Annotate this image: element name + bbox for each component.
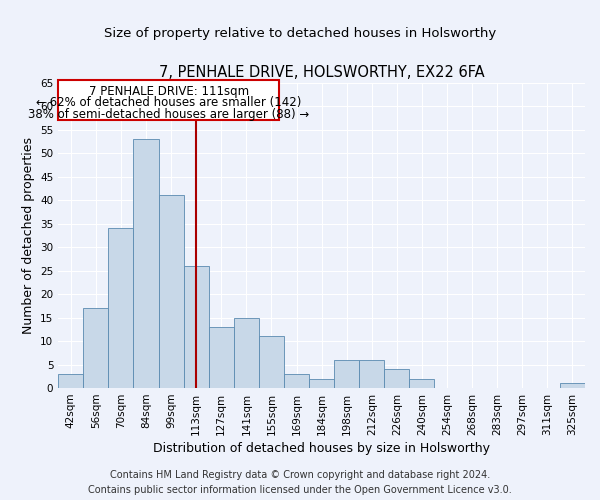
Bar bbox=[158, 196, 184, 388]
X-axis label: Distribution of detached houses by size in Holsworthy: Distribution of detached houses by size … bbox=[153, 442, 490, 455]
Bar bbox=[334, 360, 359, 388]
Bar bbox=[234, 318, 259, 388]
Title: 7, PENHALE DRIVE, HOLSWORTHY, EX22 6FA: 7, PENHALE DRIVE, HOLSWORTHY, EX22 6FA bbox=[159, 65, 484, 80]
Bar bbox=[58, 80, 279, 120]
Bar bbox=[385, 370, 409, 388]
Bar bbox=[133, 139, 158, 388]
Bar bbox=[184, 266, 209, 388]
Bar bbox=[309, 378, 334, 388]
Text: Contains HM Land Registry data © Crown copyright and database right 2024.
Contai: Contains HM Land Registry data © Crown c… bbox=[88, 470, 512, 495]
Bar bbox=[560, 384, 585, 388]
Bar bbox=[58, 374, 83, 388]
Bar bbox=[109, 228, 133, 388]
Bar bbox=[359, 360, 385, 388]
Bar bbox=[83, 308, 109, 388]
Text: 7 PENHALE DRIVE: 111sqm: 7 PENHALE DRIVE: 111sqm bbox=[89, 85, 248, 98]
Bar bbox=[284, 374, 309, 388]
Text: Size of property relative to detached houses in Holsworthy: Size of property relative to detached ho… bbox=[104, 28, 496, 40]
Bar bbox=[409, 378, 434, 388]
Text: ← 62% of detached houses are smaller (142): ← 62% of detached houses are smaller (14… bbox=[36, 96, 301, 108]
Bar bbox=[209, 327, 234, 388]
Text: 38% of semi-detached houses are larger (88) →: 38% of semi-detached houses are larger (… bbox=[28, 108, 309, 120]
Y-axis label: Number of detached properties: Number of detached properties bbox=[22, 137, 35, 334]
Bar bbox=[259, 336, 284, 388]
